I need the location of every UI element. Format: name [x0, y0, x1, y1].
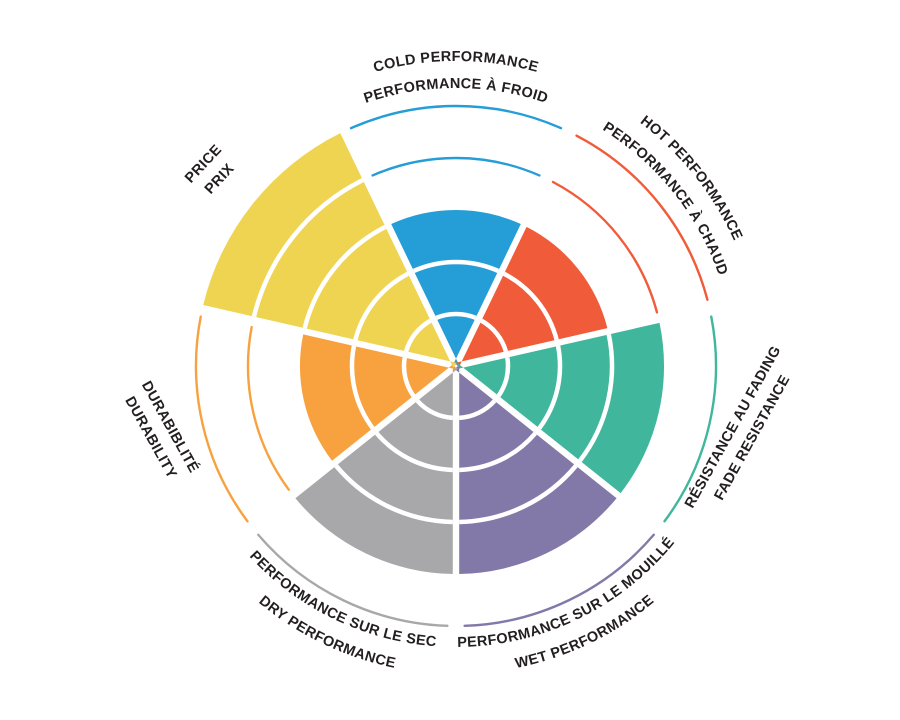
cold-performance-label-line: COLD PERFORMANCE — [372, 49, 540, 76]
grid-ring-arc — [302, 224, 387, 329]
dry-performance-scale-arc — [257, 533, 449, 628]
grid-ring-arc — [334, 464, 453, 525]
cold-performance-scale-arc — [371, 156, 541, 177]
cold-performance-scale-arc — [349, 104, 563, 130]
grid-ring-arc — [415, 399, 454, 421]
fade-resistance-label: RÉSISTANCE AU FADINGFADE RESISTANCE — [681, 343, 804, 522]
cold-performance-label-text: PERFORMANCE À FROID — [362, 76, 550, 107]
wet-performance-wedge — [454, 366, 617, 574]
grid-ring-arc — [459, 431, 537, 473]
grid-ring-arc — [458, 399, 497, 421]
durability-wedge — [299, 334, 456, 461]
grid-ring-arc — [353, 271, 410, 341]
durability-label: DURABIBLITÉDURABILITY — [119, 378, 203, 486]
grid-ring-arc — [480, 318, 509, 353]
grid-ring-arc — [412, 259, 500, 274]
dry-performance-wedge — [295, 366, 458, 574]
wet-performance-scale-arc — [463, 533, 655, 628]
durability-scale-arc — [246, 325, 290, 491]
fade-resistance-scale-arc — [663, 315, 718, 523]
cold-performance-label-line: PERFORMANCE À FROID — [362, 76, 550, 107]
grid-ring-arc — [349, 345, 375, 430]
durability-scale-arc — [194, 315, 249, 523]
grid-ring-arc — [459, 464, 578, 525]
cold-performance-label-text: COLD PERFORMANCE — [372, 49, 540, 76]
grid-ring-arc — [537, 345, 563, 430]
grid-ring-arc — [251, 177, 364, 318]
grid-ring-arc — [578, 333, 615, 463]
grid-ring-arc — [375, 431, 453, 473]
grid-ring-arc — [502, 271, 559, 341]
grid-ring-arc — [403, 318, 432, 353]
hot-performance-scale-arc — [551, 180, 659, 314]
price-label: PRICEPRIX — [182, 142, 241, 202]
segment-price: PRICEPRIX — [182, 133, 457, 368]
grid-ring-arc — [401, 357, 416, 398]
price-wedge — [203, 133, 457, 368]
grid-ring-arc — [435, 311, 477, 320]
hot-performance-scale-arc — [575, 134, 709, 301]
cold-performance-wedge — [391, 209, 521, 365]
grid-ring-arc — [496, 357, 511, 398]
